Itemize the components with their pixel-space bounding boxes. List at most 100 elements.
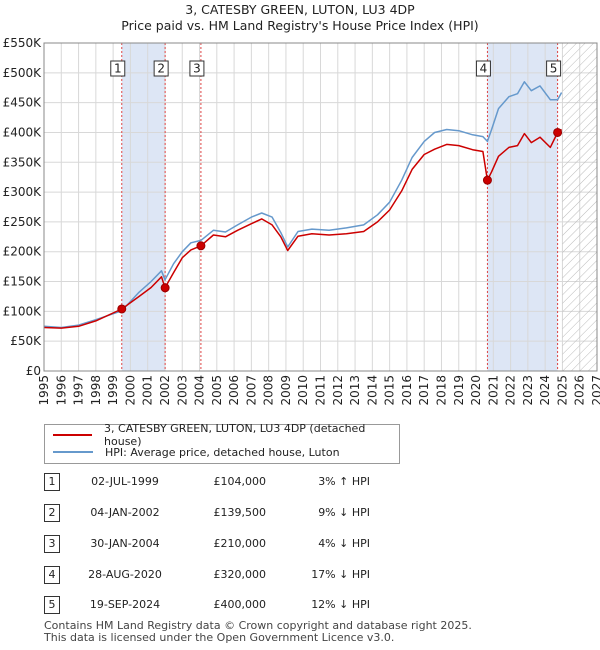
- legend-swatch-property: [53, 434, 93, 436]
- sale-number-badge: 3: [44, 535, 60, 553]
- y-tick-label: £0: [26, 364, 41, 378]
- x-tick-label: 2014: [365, 375, 379, 406]
- x-tick-label: 2003: [175, 375, 189, 406]
- legend-label-hpi: HPI: Average price, detached house, Luto…: [105, 445, 340, 459]
- x-tick-label: 2023: [521, 375, 535, 406]
- price-chart: 1 2 3 4 5 £0 £50K £100K £150K £200K £250K £300K £35…: [3, 36, 600, 406]
- legend-item-hpi: HPI: Average price, detached house, Luto…: [53, 444, 340, 460]
- sale-hpi-diff: 4% ↓ HPI: [318, 537, 370, 550]
- plot-frame: [43, 42, 598, 372]
- sale-hpi-diff: 9% ↓ HPI: [318, 506, 370, 519]
- sale-point: [482, 175, 492, 185]
- y-tick-label: £400K: [3, 125, 43, 139]
- x-tick-label: 2001: [141, 375, 155, 406]
- x-tick-label: 1998: [89, 375, 103, 406]
- x-tick-label: 1997: [72, 375, 86, 406]
- x-tick-label: 2006: [227, 375, 241, 406]
- x-tick-label: 2018: [434, 375, 448, 406]
- sale-number-box: [475, 60, 491, 77]
- x-tick-label: 2026: [573, 375, 587, 406]
- chart-title: 3, CATESBY GREEN, LUTON, LU3 4DP: [185, 2, 415, 17]
- sale-number-label: 2: [157, 62, 165, 76]
- sale-number-badge: 2: [44, 504, 60, 522]
- x-tick-label: 2024: [538, 375, 552, 406]
- x-tick-label: 2000: [123, 375, 137, 406]
- sale-date: 28-AUG-2020: [88, 568, 162, 581]
- sale-point: [196, 241, 206, 251]
- chart-subtitle: Price paid vs. HM Land Registry's House …: [121, 18, 479, 33]
- y-tick-label: £50K: [10, 334, 42, 348]
- table-row: 4 28-AUG-2020 £320,000 17% ↓ HPI: [0, 566, 600, 586]
- table-row: 5 19-SEP-2024 £400,000 12% ↓ HPI: [0, 596, 600, 616]
- x-tick-label: 1996: [54, 375, 68, 406]
- x-tick-label: 2010: [296, 375, 310, 406]
- y-tick-label: £500K: [3, 66, 43, 80]
- x-tick-label: 2009: [279, 375, 293, 406]
- sale-number-box: [110, 60, 126, 77]
- sale-number-label: 3: [193, 62, 201, 76]
- sale-point: [160, 283, 170, 293]
- sale-point: [553, 127, 563, 137]
- sale-number-box: [189, 60, 205, 77]
- x-tick-label: 2019: [452, 375, 466, 406]
- x-tick-label: 2008: [262, 375, 276, 406]
- sale-number-badge: 1: [44, 473, 60, 491]
- sale-number-box: [153, 60, 169, 77]
- y-tick-label: £150K: [3, 275, 43, 289]
- sale-hpi-diff: 3% ↑ HPI: [318, 475, 370, 488]
- legend-label-property: 3, CATESBY GREEN, LUTON, LU3 4DP (detach…: [104, 422, 366, 448]
- table-row: 3 30-JAN-2004 £210,000 4% ↓ HPI: [0, 535, 600, 555]
- x-tick-label: 2020: [469, 375, 483, 406]
- x-tick-label: 2015: [383, 375, 397, 406]
- x-tick-label: 2025: [555, 375, 569, 406]
- y-tick-label: £200K: [3, 245, 43, 259]
- y-tick-label: £100K: [3, 304, 43, 318]
- sale-number-box: [546, 60, 562, 77]
- y-tick-label: £550K: [3, 36, 43, 50]
- sale-date: 02-JUL-1999: [91, 475, 159, 488]
- y-tick-label: £450K: [3, 96, 43, 110]
- legend-swatch-hpi: [53, 451, 93, 453]
- x-tick-label: 2016: [400, 375, 414, 406]
- sale-price: £320,000: [213, 568, 267, 581]
- chart-legend: 3, CATESBY GREEN, LUTON, LU3 4DP (detach…: [44, 422, 400, 464]
- sale-hpi-diff: 17% ↓ HPI: [311, 568, 370, 581]
- x-tick-label: 2017: [417, 375, 431, 406]
- sale-date: 19-SEP-2024: [89, 598, 161, 611]
- x-tick-label: 2012: [331, 375, 345, 406]
- x-tick-label: 2013: [348, 375, 362, 406]
- y-tick-label: £300K: [3, 185, 43, 199]
- x-tick-label: 2011: [314, 375, 328, 406]
- x-tick-label: 2005: [210, 375, 224, 406]
- sale-date: 04-JAN-2002: [90, 506, 160, 519]
- sale-number-label: 4: [480, 62, 488, 76]
- y-tick-label: £350K: [3, 155, 43, 169]
- sale-point: [117, 304, 127, 314]
- sale-date: 30-JAN-2004: [90, 537, 160, 550]
- x-tick-label: 1995: [37, 375, 51, 406]
- sale-number-label: 1: [114, 62, 122, 76]
- sale-number-badge: 5: [44, 596, 60, 614]
- footer-license: This data is licensed under the Open Gov…: [44, 631, 395, 644]
- x-tick-label: 1999: [106, 375, 120, 406]
- forecast-hatch: [562, 43, 597, 371]
- sale-hpi-diff: 12% ↓ HPI: [311, 598, 370, 611]
- legend-item-property: 3, CATESBY GREEN, LUTON, LU3 4DP (detach…: [53, 422, 399, 448]
- sale-number-badge: 4: [44, 566, 60, 584]
- hpi-line: [43, 81, 563, 329]
- sale-price: £400,000: [213, 598, 267, 611]
- y-tick-label: £250K: [3, 215, 43, 229]
- x-tick-label: 2004: [193, 375, 207, 406]
- sale-price: £139,500: [213, 506, 267, 519]
- x-tick-label: 2007: [244, 375, 258, 406]
- footer-copyright: Contains HM Land Registry data © Crown c…: [44, 619, 472, 632]
- sale-price: £210,000: [213, 537, 267, 550]
- sale-shade-band: [121, 43, 165, 371]
- sale-shade-band: [487, 43, 558, 371]
- sale-price: £104,000: [213, 475, 267, 488]
- sale-number-label: 5: [550, 62, 558, 76]
- x-tick-label: 2022: [504, 375, 518, 406]
- table-row: 2 04-JAN-2002 £139,500 9% ↓ HPI: [0, 504, 600, 524]
- x-tick-label: 2021: [486, 375, 500, 406]
- table-row: 1 02-JUL-1999 £104,000 3% ↑ HPI: [0, 473, 600, 493]
